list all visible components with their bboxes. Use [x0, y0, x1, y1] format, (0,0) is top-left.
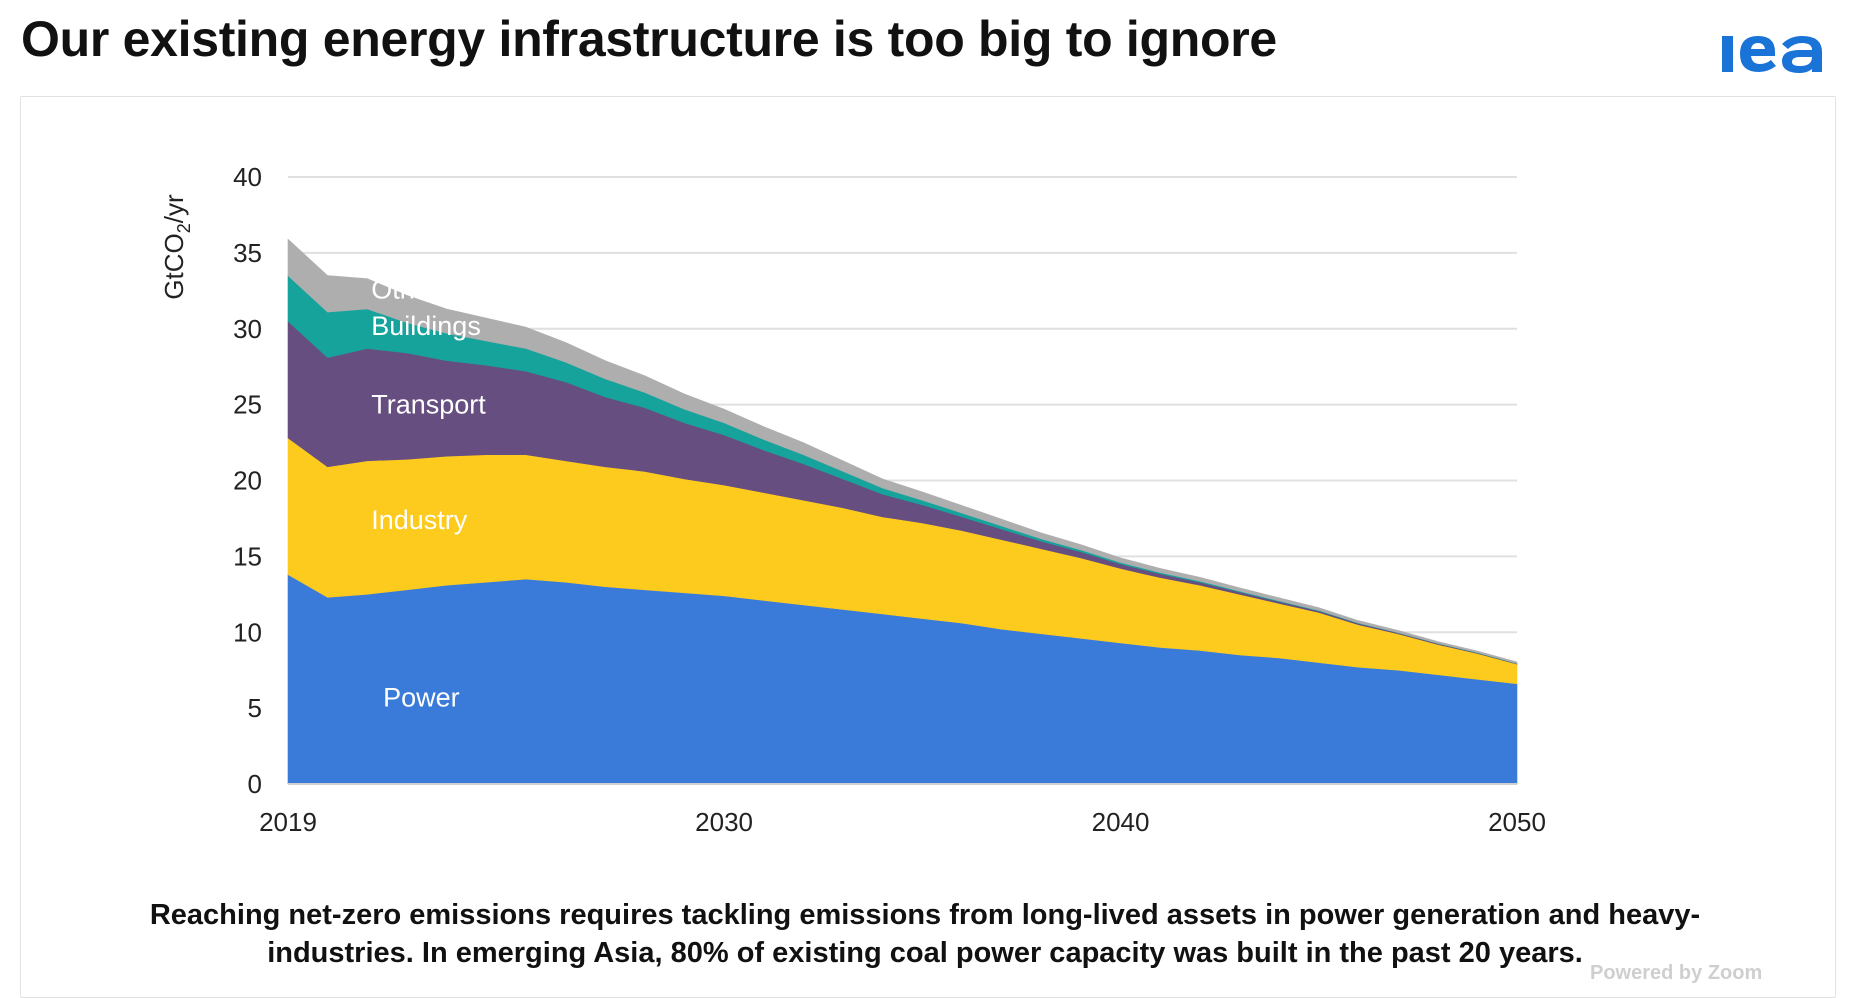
- caption-line-1: Reaching net-zero emissions requires tac…: [149, 899, 1701, 931]
- logo-letter-e: [1740, 36, 1776, 72]
- y-tick-label-35: 35: [233, 238, 262, 268]
- slide-caption: Reaching net-zero emissions requires tac…: [40, 896, 1810, 972]
- y-tick-label-40: 40: [233, 162, 262, 192]
- y-tick-label-15: 15: [233, 541, 262, 571]
- x-tick-label-2050: 2050: [1488, 807, 1546, 837]
- area-label-power: Power: [383, 683, 460, 713]
- y-tick-label-5: 5: [248, 693, 262, 723]
- area-label-industry: Industry: [371, 505, 468, 535]
- y-tick-label-25: 25: [233, 390, 262, 420]
- area-label-other: Other: [371, 274, 439, 304]
- emissions-area-chart: 0 5 10 15 20 25 30 35 40 Other Buildings Transport I…: [159, 162, 1546, 837]
- chart-panel: 0 5 10 15 20 25 30 35 40 Other Buildings Transport I…: [20, 96, 1836, 998]
- caption-line-2: industries. In emerging Asia, 80% of exi…: [267, 937, 1583, 969]
- y-axis-title: GtCO2/yr: [159, 194, 194, 300]
- area-other: [287, 238, 1518, 664]
- iea-logo: iea: [1722, 36, 1822, 73]
- x-tick-label-2030: 2030: [695, 807, 753, 837]
- y-tick-label-10: 10: [233, 617, 262, 647]
- zoom-watermark: Powered by Zoom: [1590, 962, 1763, 984]
- logo-letter-a: [1782, 36, 1822, 73]
- logo-letter-i: [1722, 36, 1733, 72]
- area-label-transport: Transport: [371, 390, 486, 420]
- slide-title: Our existing energy infrastructure is to…: [21, 11, 1277, 67]
- y-tick-label-20: 20: [233, 466, 262, 496]
- y-tick-label-0: 0: [248, 769, 262, 799]
- area-label-buildings: Buildings: [371, 311, 481, 341]
- x-tick-label-2019: 2019: [259, 807, 317, 837]
- x-tick-label-2040: 2040: [1092, 807, 1150, 837]
- y-tick-label-30: 30: [233, 314, 262, 344]
